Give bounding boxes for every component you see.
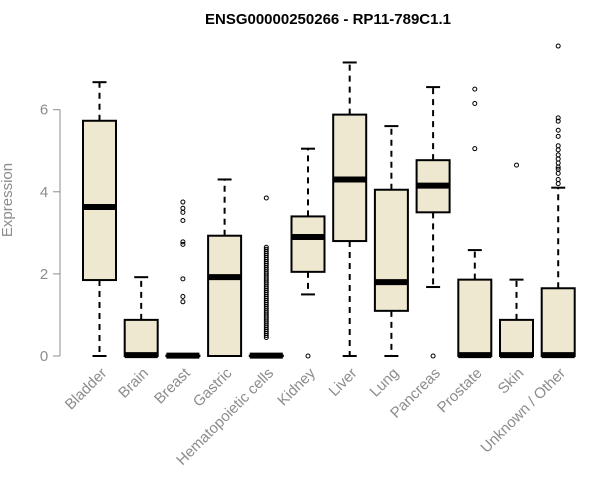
outlier-point bbox=[555, 127, 561, 133]
y-tick-label: 4 bbox=[40, 184, 48, 201]
box-unknown-other bbox=[540, 43, 576, 359]
x-tick-label: Prostate bbox=[434, 365, 486, 417]
box-iqr bbox=[82, 119, 117, 282]
x-tick-label: Brain bbox=[115, 365, 152, 402]
outlier-point bbox=[555, 152, 561, 158]
outlier-point bbox=[180, 209, 186, 215]
x-tick-label: Lung bbox=[367, 365, 403, 401]
box-lung bbox=[373, 125, 409, 357]
outlier-point bbox=[555, 181, 561, 187]
box-kidney bbox=[290, 147, 326, 359]
x-tick-label: Skin bbox=[495, 365, 528, 398]
x-tick-label: Liver bbox=[326, 365, 361, 400]
outlier-point bbox=[555, 147, 561, 153]
box-skin bbox=[499, 162, 534, 359]
outlier-point bbox=[263, 195, 269, 201]
outlier-point bbox=[555, 156, 561, 162]
x-tick-label: Bladder bbox=[62, 365, 111, 414]
box-bladder bbox=[82, 81, 117, 357]
outlier-point bbox=[263, 332, 269, 338]
box-iqr bbox=[123, 318, 159, 358]
box-iqr bbox=[207, 234, 243, 357]
y-tick-label: 6 bbox=[40, 102, 48, 119]
box-iqr bbox=[457, 278, 493, 358]
box-prostate bbox=[457, 86, 493, 359]
box-brain bbox=[123, 276, 159, 359]
outlier-point bbox=[180, 205, 186, 211]
outlier-point bbox=[555, 160, 561, 166]
outlier-point bbox=[555, 133, 561, 139]
outlier-point bbox=[555, 118, 561, 124]
outlier-point bbox=[305, 353, 311, 359]
boxes bbox=[82, 43, 576, 359]
x-tick-label: Breast bbox=[151, 364, 194, 407]
box-iqr bbox=[373, 188, 409, 312]
outlier-point bbox=[555, 115, 561, 121]
y-axis-label: Expression bbox=[0, 163, 16, 237]
y-tick-label: 0 bbox=[40, 348, 48, 365]
outlier-point bbox=[555, 170, 561, 176]
outlier-point bbox=[180, 241, 186, 247]
box-liver bbox=[332, 61, 368, 357]
outlier-point bbox=[555, 43, 561, 49]
box-iqr bbox=[540, 287, 576, 357]
box-pancreas bbox=[415, 86, 451, 359]
outlier-point bbox=[263, 335, 269, 341]
outlier-point bbox=[180, 293, 186, 299]
box-breast bbox=[165, 199, 201, 359]
outlier-point bbox=[180, 199, 186, 205]
outlier-point bbox=[180, 299, 186, 305]
y-tick-label: 2 bbox=[40, 266, 48, 283]
outlier-point bbox=[180, 218, 186, 224]
outlier-point bbox=[555, 143, 561, 149]
outlier-point bbox=[555, 164, 561, 170]
box-iqr bbox=[499, 318, 534, 358]
box-iqr bbox=[290, 215, 326, 273]
chart-title: ENSG00000250266 - RP11-789C1.1 bbox=[205, 11, 451, 28]
box-gastric bbox=[207, 178, 243, 357]
axes: 0 2 4 6 bbox=[40, 102, 61, 365]
outlier-point bbox=[430, 353, 436, 359]
x-tick-label: Kidney bbox=[274, 364, 319, 409]
outlier-point bbox=[180, 239, 186, 245]
outlier-point bbox=[180, 276, 186, 282]
outlier-point bbox=[472, 146, 478, 152]
outlier-point bbox=[472, 86, 478, 92]
box-hematopoietic-cells bbox=[248, 195, 284, 359]
outlier-point bbox=[472, 101, 478, 107]
outlier-point bbox=[514, 162, 519, 168]
outlier-point bbox=[555, 176, 561, 182]
